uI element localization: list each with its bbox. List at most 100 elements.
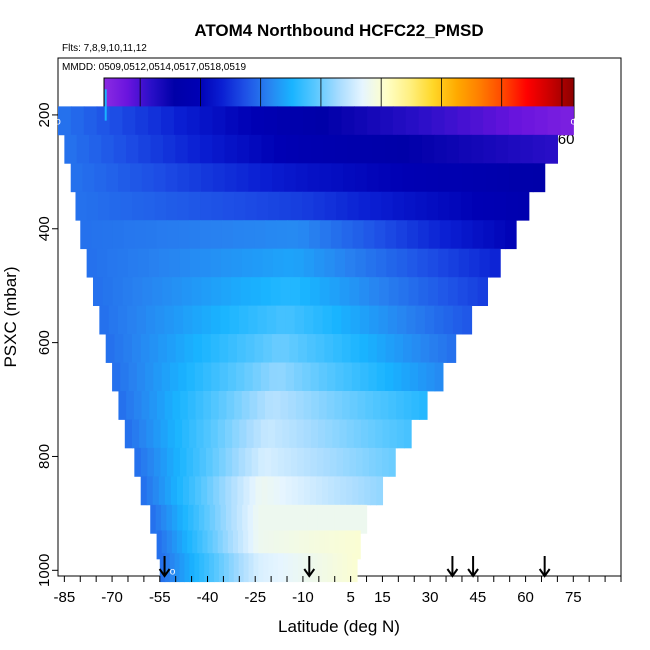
heatmap-cell — [532, 163, 546, 193]
heatmap-cell — [374, 220, 386, 250]
heatmap-cell — [508, 106, 523, 136]
heatmap-cell — [396, 248, 408, 278]
heatmap-cell — [368, 419, 376, 449]
heatmap-cell — [324, 530, 331, 560]
heatmap-cell — [252, 362, 262, 392]
heatmap-cell — [164, 391, 174, 420]
heatmap-cell — [132, 191, 145, 221]
heatmap-cell — [135, 106, 149, 136]
heatmap-cell — [462, 305, 473, 335]
heatmap-cell — [150, 504, 157, 534]
heatmap-cell — [164, 305, 175, 335]
heatmap-cell — [142, 277, 153, 307]
heatmap-cell — [199, 447, 207, 477]
heatmap-cell — [199, 134, 213, 164]
heatmap-cell — [298, 334, 308, 363]
heatmap-cell — [109, 191, 122, 221]
heatmap-cell — [438, 277, 449, 307]
heatmap-cell — [227, 530, 234, 560]
heatmap-cell — [225, 447, 233, 477]
heatmap-cell — [315, 334, 325, 363]
heatmap-cell — [200, 191, 213, 221]
heatmap-cell — [426, 191, 439, 221]
heatmap-cell — [243, 553, 250, 583]
heatmap-cell — [209, 504, 216, 534]
flight-marker-head — [303, 568, 316, 578]
heatmap-cell — [260, 362, 270, 392]
y-tick-label: 600 — [36, 330, 53, 355]
heatmap-cell — [241, 391, 251, 420]
heatmap-cell — [169, 553, 176, 583]
heatmap-cell — [343, 447, 351, 477]
heatmap-cell — [211, 220, 223, 250]
heatmap-cell — [175, 334, 186, 363]
heatmap-cell — [328, 476, 335, 506]
heatmap-cell — [206, 447, 214, 477]
heatmap-cell — [319, 277, 331, 307]
heatmap-cell — [384, 134, 398, 164]
heatmap-cell — [438, 191, 451, 221]
heatmap-cell — [264, 447, 272, 477]
heatmap-cell — [302, 191, 315, 221]
heatmap-cell — [444, 106, 458, 136]
heatmap-cell — [227, 362, 237, 392]
heatmap-cell — [263, 504, 270, 534]
heatmap-cell — [398, 277, 410, 307]
heatmap-cell — [222, 530, 229, 560]
heatmap-cell — [129, 163, 143, 193]
heatmap-cell — [267, 419, 276, 449]
heatmap-cell — [222, 191, 235, 221]
heatmap-cell — [352, 220, 365, 250]
heatmap-cell — [473, 163, 487, 193]
heatmap-cell — [407, 248, 419, 278]
heatmap-cell — [243, 476, 251, 506]
heatmap-cell — [221, 248, 232, 278]
heatmap-cell — [392, 106, 407, 136]
heatmap-cell — [349, 277, 360, 307]
heatmap-cell — [429, 334, 439, 363]
heatmap-cell — [240, 277, 252, 307]
heatmap-cell — [417, 248, 429, 278]
heatmap-cell — [112, 362, 121, 392]
heatmap-cell — [193, 447, 201, 477]
heatmap-cell — [427, 248, 439, 278]
heatmap-cell — [325, 419, 333, 449]
heatmap-cell — [167, 220, 179, 250]
heatmap-cell — [155, 504, 162, 534]
heatmap-cell — [211, 191, 224, 221]
heatmap-cell — [263, 553, 269, 583]
heatmap-cell — [472, 191, 485, 221]
y-axis: 200 400 600 800 1000 — [36, 102, 58, 587]
heatmap-cell — [332, 419, 341, 449]
heatmap-cell — [272, 391, 282, 420]
heatmap-cell — [301, 504, 308, 534]
heatmap-cell — [472, 220, 484, 250]
heatmap-cell — [107, 248, 119, 278]
heatmap-cell — [127, 305, 138, 335]
heatmap-cell — [457, 106, 471, 136]
heatmap-cell — [295, 391, 305, 420]
heatmap-cell — [409, 134, 423, 164]
heatmap-cell — [257, 305, 268, 335]
heatmap-cell — [209, 553, 215, 583]
heatmap-cell — [146, 419, 155, 449]
heatmap-cell — [483, 220, 495, 250]
heatmap-cell — [300, 277, 311, 307]
heatmap-cell — [136, 305, 147, 335]
heatmap-cell — [179, 248, 191, 278]
heatmap-cell — [350, 530, 356, 560]
heatmap-cell — [169, 248, 181, 278]
heatmap-cell — [545, 134, 558, 164]
heatmap-cell — [311, 391, 320, 420]
heatmap-cell — [314, 530, 321, 560]
heatmap-cell — [343, 362, 353, 392]
heatmap-cell — [244, 362, 254, 392]
heatmap-cell — [177, 163, 190, 193]
heatmap-cell — [195, 476, 202, 506]
heatmap-cell — [148, 248, 160, 278]
heatmap-cell — [234, 391, 243, 420]
heatmap-cell — [323, 447, 331, 477]
x-tick-label: 75 — [565, 589, 582, 606]
heatmap-cell — [165, 163, 178, 193]
heatmap-cell — [161, 504, 168, 534]
